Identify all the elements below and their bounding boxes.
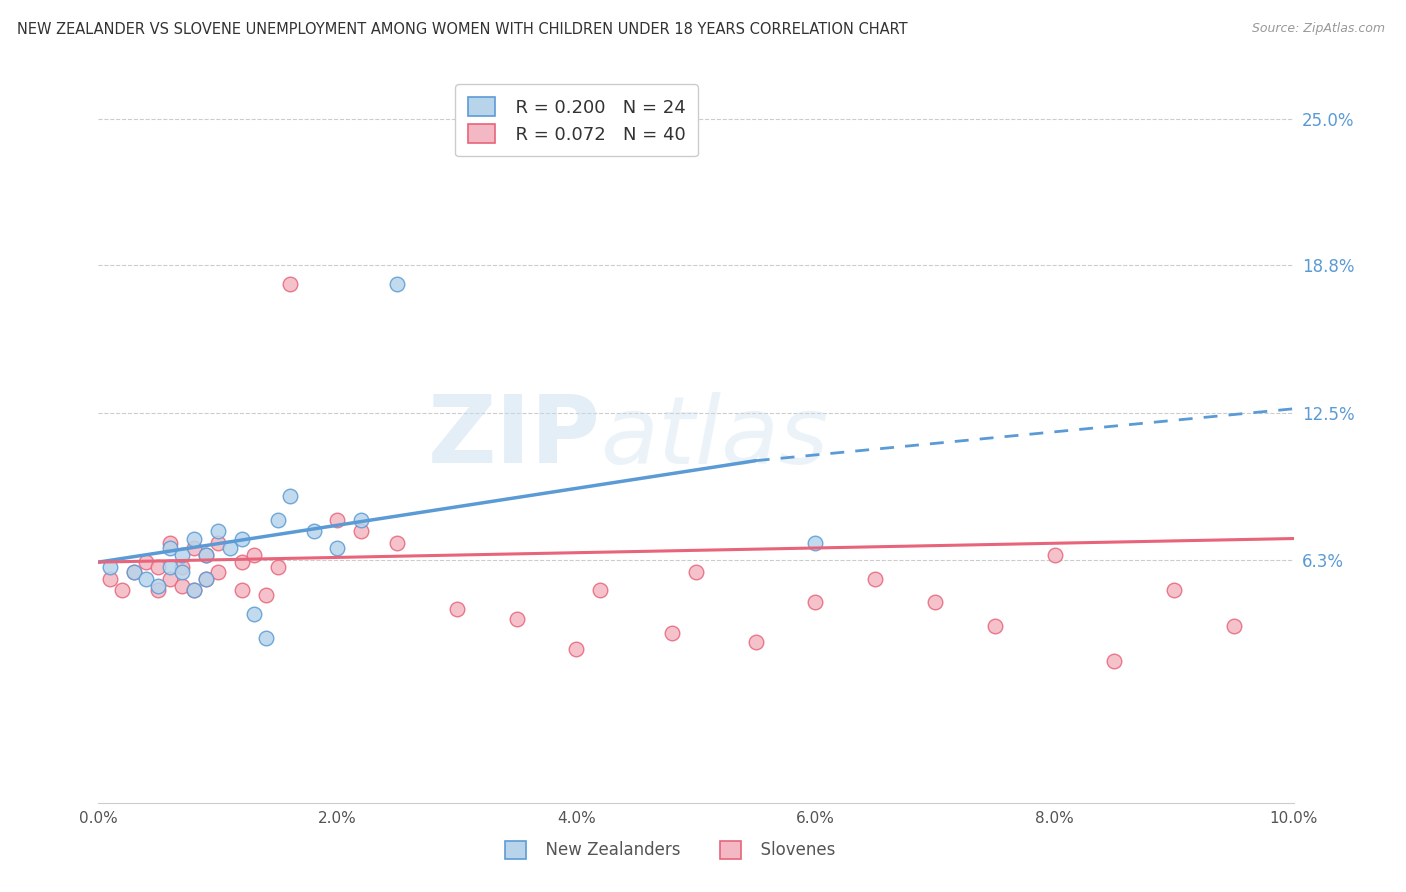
Point [148, 583, 170, 598]
Point [231, 583, 253, 598]
Point [1043, 548, 1066, 562]
Text: atlas: atlas [600, 392, 828, 483]
Point [195, 548, 218, 562]
Point [159, 572, 181, 586]
Point [124, 565, 146, 579]
Point [326, 541, 349, 555]
Point [207, 565, 229, 579]
Point [172, 565, 194, 579]
Point [111, 583, 134, 598]
Point [195, 572, 218, 586]
Point [243, 607, 266, 621]
Point [1163, 583, 1185, 598]
Point [207, 524, 229, 539]
Point [685, 565, 707, 579]
Point [183, 583, 205, 598]
Point [326, 513, 349, 527]
Point [195, 548, 218, 562]
Point [135, 555, 157, 569]
Text: Source: ZipAtlas.com: Source: ZipAtlas.com [1251, 22, 1385, 36]
Point [804, 595, 827, 609]
Point [98, 559, 122, 574]
Point [385, 536, 409, 550]
Point [1104, 654, 1126, 668]
Point [183, 541, 205, 555]
Bar [720, 841, 741, 860]
Point [159, 559, 181, 574]
Point [135, 572, 157, 586]
Point [243, 548, 266, 562]
Point [172, 548, 194, 562]
Point [219, 541, 242, 555]
Point [254, 631, 277, 645]
Point [745, 635, 768, 649]
Point [231, 555, 253, 569]
Point [924, 595, 946, 609]
Point [385, 277, 409, 291]
Point [207, 536, 229, 550]
Point [278, 489, 301, 503]
Point [231, 532, 253, 546]
Point [183, 532, 205, 546]
Point [159, 536, 181, 550]
Point [254, 588, 277, 602]
Point [446, 602, 468, 616]
Point [159, 541, 181, 555]
Text: NEW ZEALANDER VS SLOVENE UNEMPLOYMENT AMONG WOMEN WITH CHILDREN UNDER 18 YEARS C: NEW ZEALANDER VS SLOVENE UNEMPLOYMENT AM… [17, 22, 907, 37]
Point [350, 524, 373, 539]
Point [124, 565, 146, 579]
Point [148, 559, 170, 574]
Point [565, 642, 588, 657]
Point [350, 513, 373, 527]
Point [148, 579, 170, 593]
Point [172, 579, 194, 593]
Point [302, 524, 325, 539]
Text: Slovenes: Slovenes [749, 841, 835, 859]
Point [984, 619, 1007, 633]
Point [267, 513, 290, 527]
Text: ZIP: ZIP [427, 391, 600, 483]
Point [661, 626, 683, 640]
Point [865, 572, 887, 586]
Point [506, 612, 529, 626]
Bar [505, 841, 526, 860]
Point [267, 559, 290, 574]
Text: New Zealanders: New Zealanders [534, 841, 681, 859]
Point [589, 583, 612, 598]
Point [1223, 619, 1246, 633]
Legend:   R = 0.200   N = 24,   R = 0.072   N = 40: R = 0.200 N = 24, R = 0.072 N = 40 [456, 84, 697, 156]
Point [183, 583, 205, 598]
Point [278, 277, 301, 291]
Point [98, 572, 122, 586]
Point [195, 572, 218, 586]
Point [172, 559, 194, 574]
Point [804, 536, 827, 550]
